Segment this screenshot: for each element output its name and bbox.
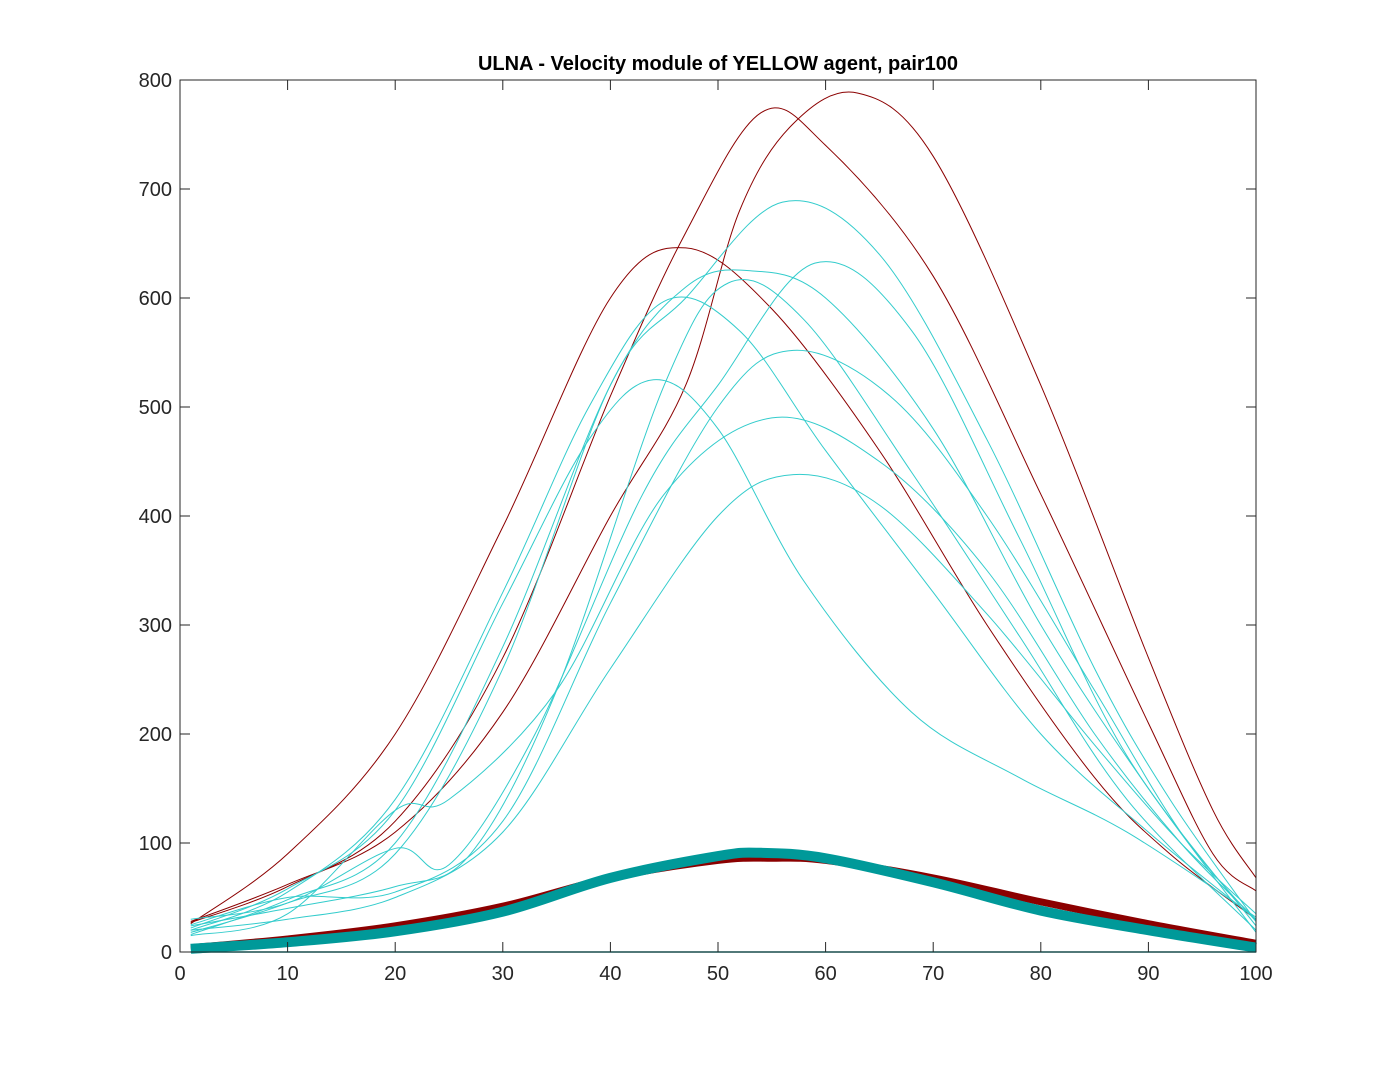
series-line-3 <box>190 247 1257 925</box>
y-tick-label: 100 <box>139 833 172 855</box>
y-tick-label: 700 <box>139 179 172 201</box>
x-tick-label: 20 <box>384 963 406 985</box>
x-tick-label: 10 <box>276 963 298 985</box>
series-line-12 <box>190 473 1257 931</box>
x-tick-label: 70 <box>922 963 944 985</box>
x-tick-label: 50 <box>707 963 729 985</box>
x-tick-label: 40 <box>599 963 621 985</box>
series-line-9 <box>190 261 1257 927</box>
series-line-6 <box>190 296 1257 931</box>
series-line-8 <box>190 278 1257 931</box>
y-tick-label: 300 <box>139 615 172 637</box>
series-line-13 <box>190 854 1257 952</box>
chart-title: ULNA - Velocity module of YELLOW agent, … <box>478 53 958 75</box>
plot-area-border <box>179 79 1257 953</box>
series-line-4 <box>190 200 1257 933</box>
y-tick-label: 600 <box>139 288 172 310</box>
y-tick-label: 200 <box>139 724 172 746</box>
x-tick-label: 60 <box>814 963 836 985</box>
series-line-5 <box>190 269 1257 936</box>
x-tick-label: 30 <box>492 963 514 985</box>
y-tick-label: 0 <box>161 942 172 964</box>
x-tick-label: 100 <box>1239 963 1272 985</box>
series-line-10 <box>190 349 1257 926</box>
x-tick-label: 80 <box>1030 963 1052 985</box>
y-tick-label: 500 <box>139 397 172 419</box>
x-tick-label: 90 <box>1137 963 1159 985</box>
series-line-11 <box>190 416 1257 937</box>
series-line-14 <box>190 847 1257 954</box>
y-tick-label: 400 <box>139 506 172 528</box>
x-tick-label: 0 <box>174 963 185 985</box>
y-tick-label: 800 <box>139 70 172 92</box>
series-line-2 <box>190 107 1257 924</box>
tick-layer: 0 10 20 30 40 50 60 70 80 90 100 0 100 200 300 400 500 60… <box>139 70 1273 985</box>
series-line-1 <box>190 91 1257 922</box>
